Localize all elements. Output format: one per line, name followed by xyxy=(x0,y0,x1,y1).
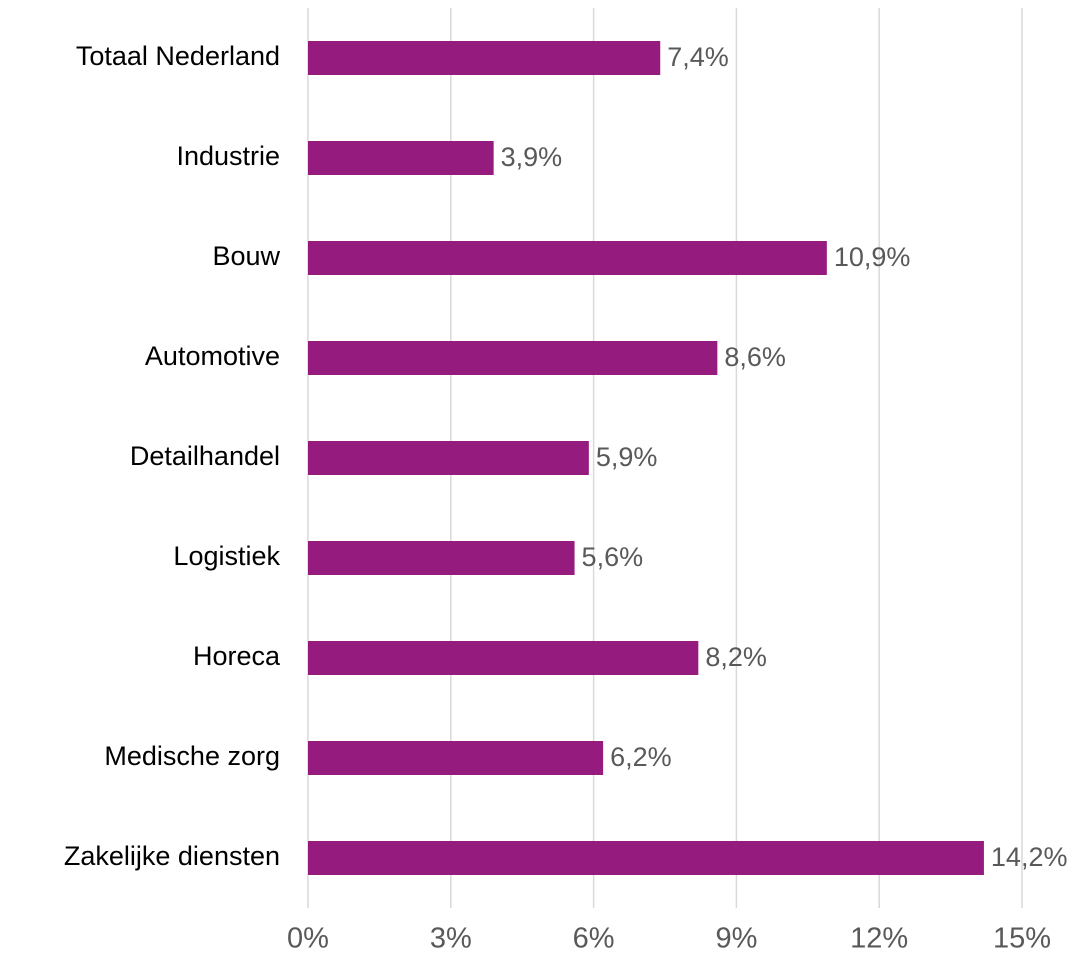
value-label: 8,2% xyxy=(705,642,767,672)
value-label: 5,6% xyxy=(582,542,644,572)
x-tick-label: 6% xyxy=(573,923,615,955)
y-tick-label: Zakelijke diensten xyxy=(64,841,280,871)
y-tick-label: Bouw xyxy=(212,241,280,271)
bar xyxy=(308,541,575,575)
y-tick-label: Horeca xyxy=(193,641,281,671)
bar xyxy=(308,341,718,375)
y-tick-label: Industrie xyxy=(176,141,280,171)
x-tick-label: 9% xyxy=(715,923,757,955)
x-tick-label: 3% xyxy=(430,923,472,955)
bar xyxy=(308,441,589,475)
value-label: 3,9% xyxy=(501,142,563,172)
value-label: 6,2% xyxy=(610,742,672,772)
bar xyxy=(308,741,604,775)
bar xyxy=(308,141,494,175)
y-tick-label: Detailhandel xyxy=(130,441,280,471)
y-tick-label: Totaal Nederland xyxy=(76,41,280,71)
bar xyxy=(308,41,661,75)
bar xyxy=(308,641,699,675)
value-label: 5,9% xyxy=(596,442,658,472)
y-tick-label: Automotive xyxy=(145,341,280,371)
value-label: 7,4% xyxy=(667,42,729,72)
x-tick-label: 12% xyxy=(850,923,908,955)
x-tick-label: 15% xyxy=(993,923,1051,955)
value-label: 10,9% xyxy=(834,242,911,272)
value-label: 8,6% xyxy=(724,342,786,372)
bar xyxy=(308,241,827,275)
y-tick-label: Logistiek xyxy=(173,541,280,571)
value-label: 14,2% xyxy=(991,842,1068,872)
bar xyxy=(308,841,984,875)
y-tick-label: Medische zorg xyxy=(104,741,280,771)
x-tick-label: 0% xyxy=(287,923,329,955)
